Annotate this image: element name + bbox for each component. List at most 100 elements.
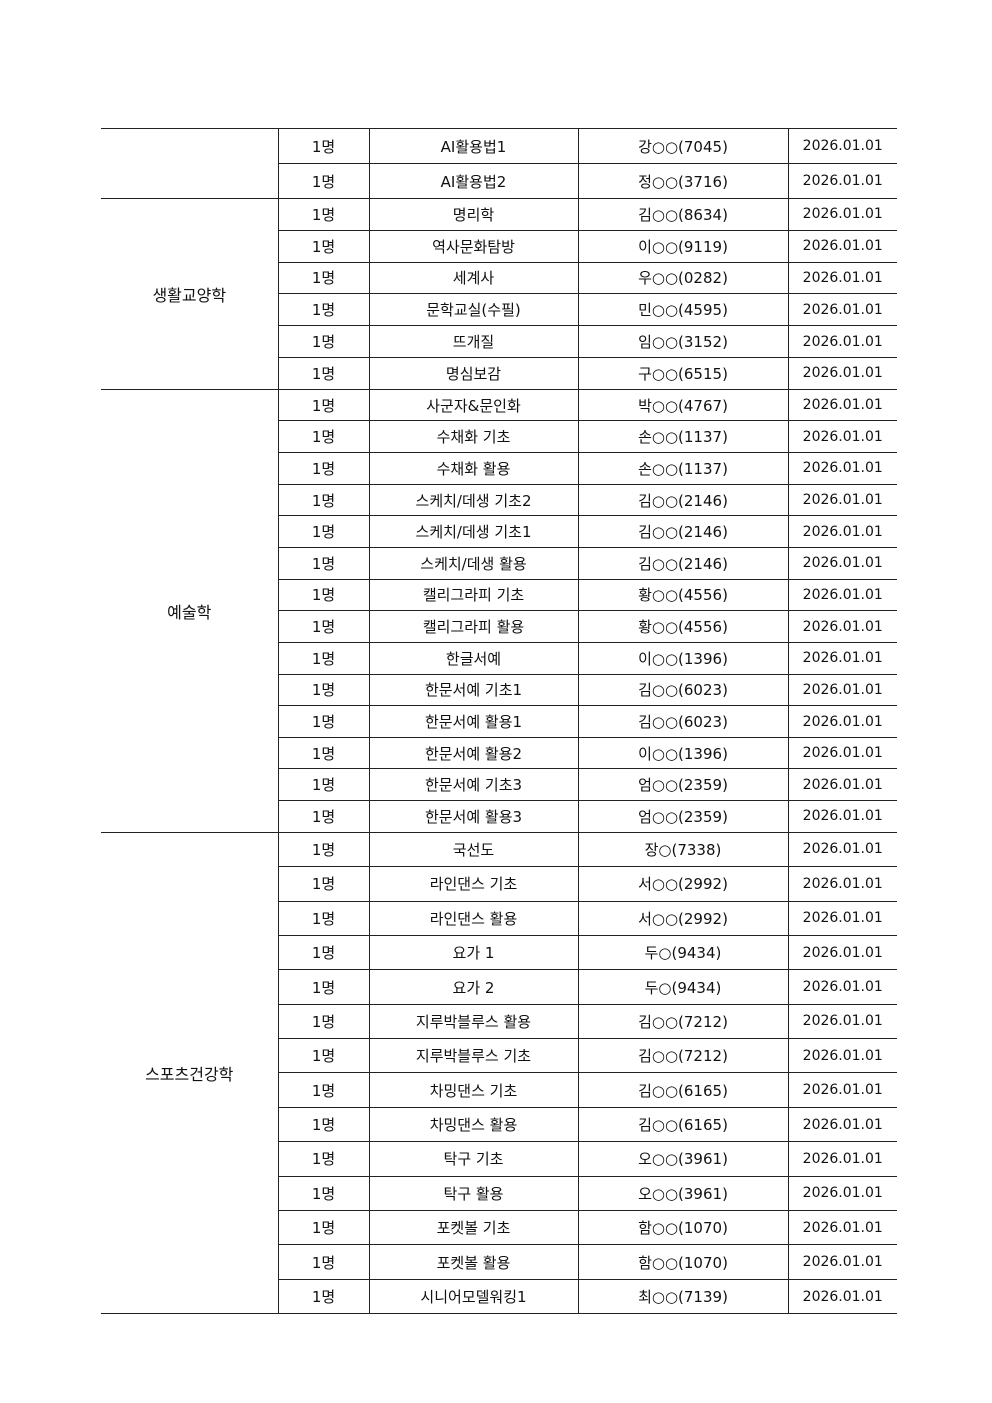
count-cell: 1명 [278,736,370,770]
course-cell: 한문서예 기초1 [368,673,579,707]
count-cell: 1명 [278,1278,370,1315]
course-cell: 스케치/데생 기초2 [368,483,579,517]
course-cell: 명심보감 [368,356,579,390]
date-cell: 2026.01.01 [787,198,897,231]
date-cell: 2026.01.01 [787,1278,897,1315]
course-table: 1명 AI활용법1 강○○(7045) 2026.01.01 1명 AI활용법2 정○○(3… [101,128,897,1315]
count-cell: 1명 [278,1244,370,1280]
table-row: 1명 한문서예 기초1 김○○(6023) 2026.01.01 [101,673,897,707]
date-cell: 2026.01.01 [787,866,897,902]
instructor-cell: 김○○(2146) [577,515,789,548]
instructor-cell: 서○○(2992) [577,900,789,936]
count-cell: 1명 [278,420,370,454]
date-cell: 2026.01.01 [787,388,897,422]
instructor-cell: 엄○○(2359) [577,800,789,833]
table-row: 1명 한문서예 기초3 엄○○(2359) 2026.01.01 [101,768,897,802]
count-cell: 1명 [278,1072,370,1108]
date-cell: 2026.01.01 [787,578,897,612]
count-cell: 1명 [277,831,370,868]
instructor-cell: 손○○(1137) [577,452,789,485]
course-cell: 지루박블루스 기초 [368,1038,579,1074]
date-cell: 2026.01.01 [787,1244,897,1280]
date-cell: 2026.01.01 [787,293,897,327]
table-row: 1명 지루박블루스 활용 김○○(7212) 2026.01.01 [101,1003,897,1040]
table-row: 1명 포켓볼 기초 함○○(1070) 2026.01.01 [101,1210,897,1246]
date-cell: 2026.01.01 [787,1072,897,1108]
course-cell: 차밍댄스 활용 [368,1106,579,1143]
category-cell: 예술학 [101,388,279,833]
date-cell: 2026.01.01 [787,1003,897,1040]
instructor-cell: 김○○(6165) [577,1072,789,1108]
count-cell: 1명 [278,641,370,675]
count-cell: 1명 [277,198,370,231]
count-cell: 1명 [278,356,370,390]
count-cell: 1명 [278,483,370,517]
instructor-cell: 김○○(6165) [577,1106,789,1143]
count-cell: 1명 [278,578,370,612]
count-cell: 1명 [277,128,370,164]
date-cell: 2026.01.01 [787,1175,897,1212]
count-cell: 1명 [278,1141,370,1177]
date-cell: 2026.01.01 [787,673,897,707]
table-row: 1명 뜨개질 임○○(3152) 2026.01.01 [101,325,897,358]
course-table-body: 1명 AI활용법1 강○○(7045) 2026.01.01 1명 AI활용법2 정○○(3… [101,128,897,1315]
count-cell: 1명 [278,673,370,707]
category-cell: 생활교양학 [101,198,279,390]
course-cell: 스케치/데생 활용 [368,546,579,580]
table-row: 1명 캘리그라피 기초 황○○(4556) 2026.01.01 [101,578,897,612]
count-cell: 1명 [278,934,370,971]
instructor-cell: 김○○(7212) [577,1038,789,1074]
course-cell: 한글서예 [368,641,579,675]
course-cell: 뜨개질 [368,325,579,358]
instructor-cell: 강○○(7045) [577,128,789,164]
course-cell: 요가 2 [368,969,579,1005]
count-cell: 1명 [278,1003,370,1040]
date-cell: 2026.01.01 [787,483,897,517]
course-cell: 역사문화탐방 [368,229,579,263]
count-cell: 1명 [278,229,370,263]
table-row: 1명 요가 2 두○(9434) 2026.01.01 [101,969,897,1005]
course-cell: 국선도 [368,831,579,868]
instructor-cell: 황○○(4556) [577,610,789,643]
table-row: 1명 한문서예 활용1 김○○(6023) 2026.01.01 [101,705,897,738]
table-row: 1명 지루박블루스 기초 김○○(7212) 2026.01.01 [101,1038,897,1074]
date-cell: 2026.01.01 [787,831,897,868]
date-cell: 2026.01.01 [787,128,897,164]
table-row: 1명 탁구 활용 오○○(3961) 2026.01.01 [101,1175,897,1212]
date-cell: 2026.01.01 [787,325,897,358]
count-cell: 1명 [278,768,370,802]
date-cell: 2026.01.01 [787,229,897,263]
count-cell: 1명 [278,515,370,548]
course-cell: 차밍댄스 기초 [368,1072,579,1108]
table-row: 1명 스케치/데생 기초1 김○○(2146) 2026.01.01 [101,515,897,548]
instructor-cell: 김○○(8634) [577,198,789,231]
date-cell: 2026.01.01 [787,1141,897,1177]
instructor-cell: 함○○(1070) [577,1210,789,1246]
table-row: 스포츠건강학 1명 국선도 장○(7338) 2026.01.01 [101,831,897,1315]
instructor-cell: 구○○(6515) [577,356,789,390]
category-cell [101,128,279,199]
table-row: 1명 역사문화탐방 이○○(9119) 2026.01.01 [101,229,897,263]
table-row: 1명 문학교실(수필) 민○○(4595) 2026.01.01 [101,293,897,327]
table-row: 1명 차밍댄스 기초 김○○(6165) 2026.01.01 [101,1072,897,1108]
course-cell: 세계사 [368,261,579,295]
date-cell: 2026.01.01 [787,163,897,199]
course-cell: 요가 1 [368,934,579,971]
count-cell: 1명 [278,969,370,1005]
course-cell: 사군자&문인화 [368,388,579,422]
course-cell: 한문서예 활용1 [368,705,579,738]
course-cell: 한문서예 기초3 [368,768,579,802]
course-cell: 문학교실(수필) [368,293,579,327]
instructor-cell: 함○○(1070) [577,1244,789,1280]
course-cell: 한문서예 활용2 [368,736,579,770]
table-row: 1명 시니어모델워킹1 최○○(7139) 2026.01.01 [101,1278,897,1315]
table-row: 1명 라인댄스 기초 서○○(2992) 2026.01.01 [101,866,897,902]
count-cell: 1명 [278,293,370,327]
course-cell: 명리학 [368,198,579,231]
count-cell: 1명 [278,705,370,738]
instructor-cell: 이○○(1396) [577,641,789,675]
course-cell: 탁구 기초 [368,1141,579,1177]
count-cell: 1명 [278,610,370,643]
date-cell: 2026.01.01 [787,900,897,936]
table-row: 1명 한글서예 이○○(1396) 2026.01.01 [101,641,897,675]
